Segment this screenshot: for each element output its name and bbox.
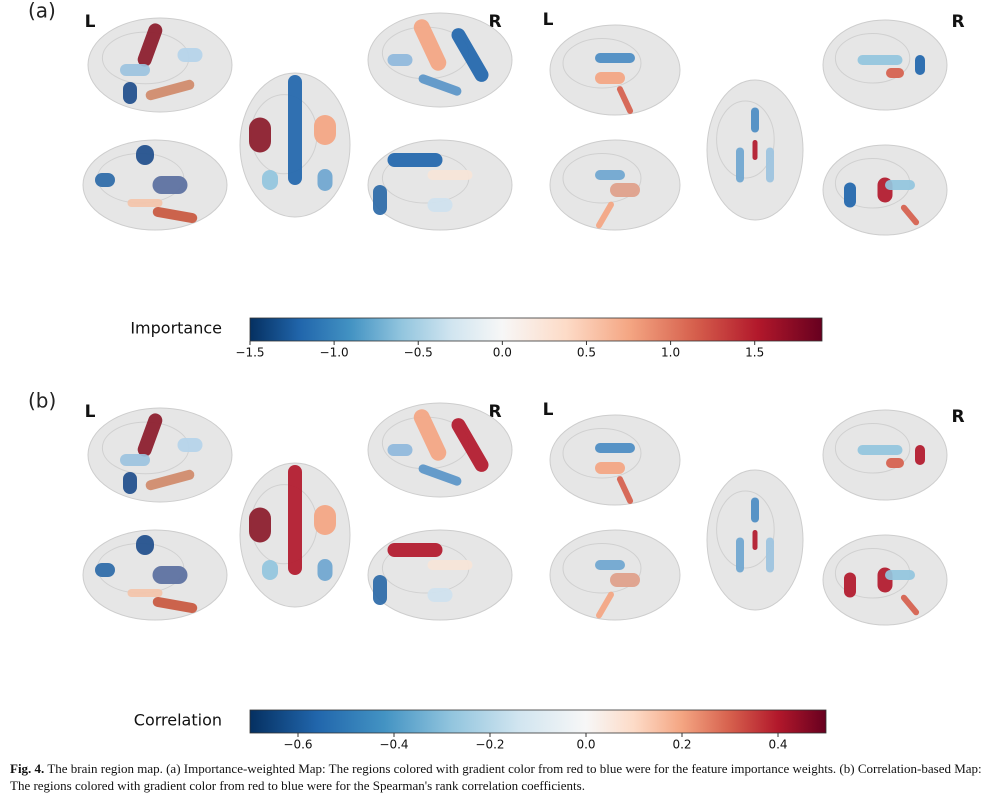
brain [87,17,233,113]
brain [822,144,948,236]
caption-label: Fig. 4. [10,761,45,776]
brain [706,469,804,611]
brain [367,139,513,231]
brain [822,409,948,501]
brain [822,19,948,111]
brain [82,529,228,621]
brain [87,407,233,503]
brain [367,12,513,108]
brain [367,402,513,498]
caption: Fig. 4. The brain region map. (a) Import… [10,760,990,794]
brain [549,24,681,116]
panel-label: (a) [28,0,56,23]
tick-label: −0.4 [379,738,408,752]
tick-label: 0.0 [576,738,595,752]
colorbar-label: Importance [130,319,222,338]
tick-label: −0.6 [283,738,312,752]
side-label: L [85,402,96,422]
colorbar [249,709,827,734]
brain [549,139,681,231]
colorbar-label: Correlation [134,711,222,730]
tick-label: −1.5 [235,346,264,360]
tick-label: 1.5 [745,346,764,360]
side-label: R [951,407,964,427]
tick-label: 0.2 [672,738,691,752]
side-label: L [543,400,554,420]
panel-label: (b) [28,389,56,413]
colorbar [249,317,823,342]
brain [239,72,351,218]
side-label: L [85,12,96,32]
side-label: R [951,12,964,32]
brain [367,529,513,621]
tick-label: 1.0 [661,346,680,360]
brain [822,534,948,626]
tick-label: 0.4 [768,738,787,752]
tick-label: 0.5 [577,346,596,360]
brain [549,529,681,621]
brain [239,462,351,608]
tick-label: −0.2 [475,738,504,752]
brain [706,79,804,221]
figure-canvas: (a) L R L R Importance −1.5 −1.0 −0.5 0.0 0.5 1.0 1.… [28,0,965,752]
tick-label: −1.0 [320,346,349,360]
brain [549,414,681,506]
brain [82,139,228,231]
tick-label: −0.5 [404,346,433,360]
side-label: L [543,10,554,30]
caption-text: The brain region map. (a) Importance-wei… [10,761,982,793]
tick-label: 0.0 [493,346,512,360]
